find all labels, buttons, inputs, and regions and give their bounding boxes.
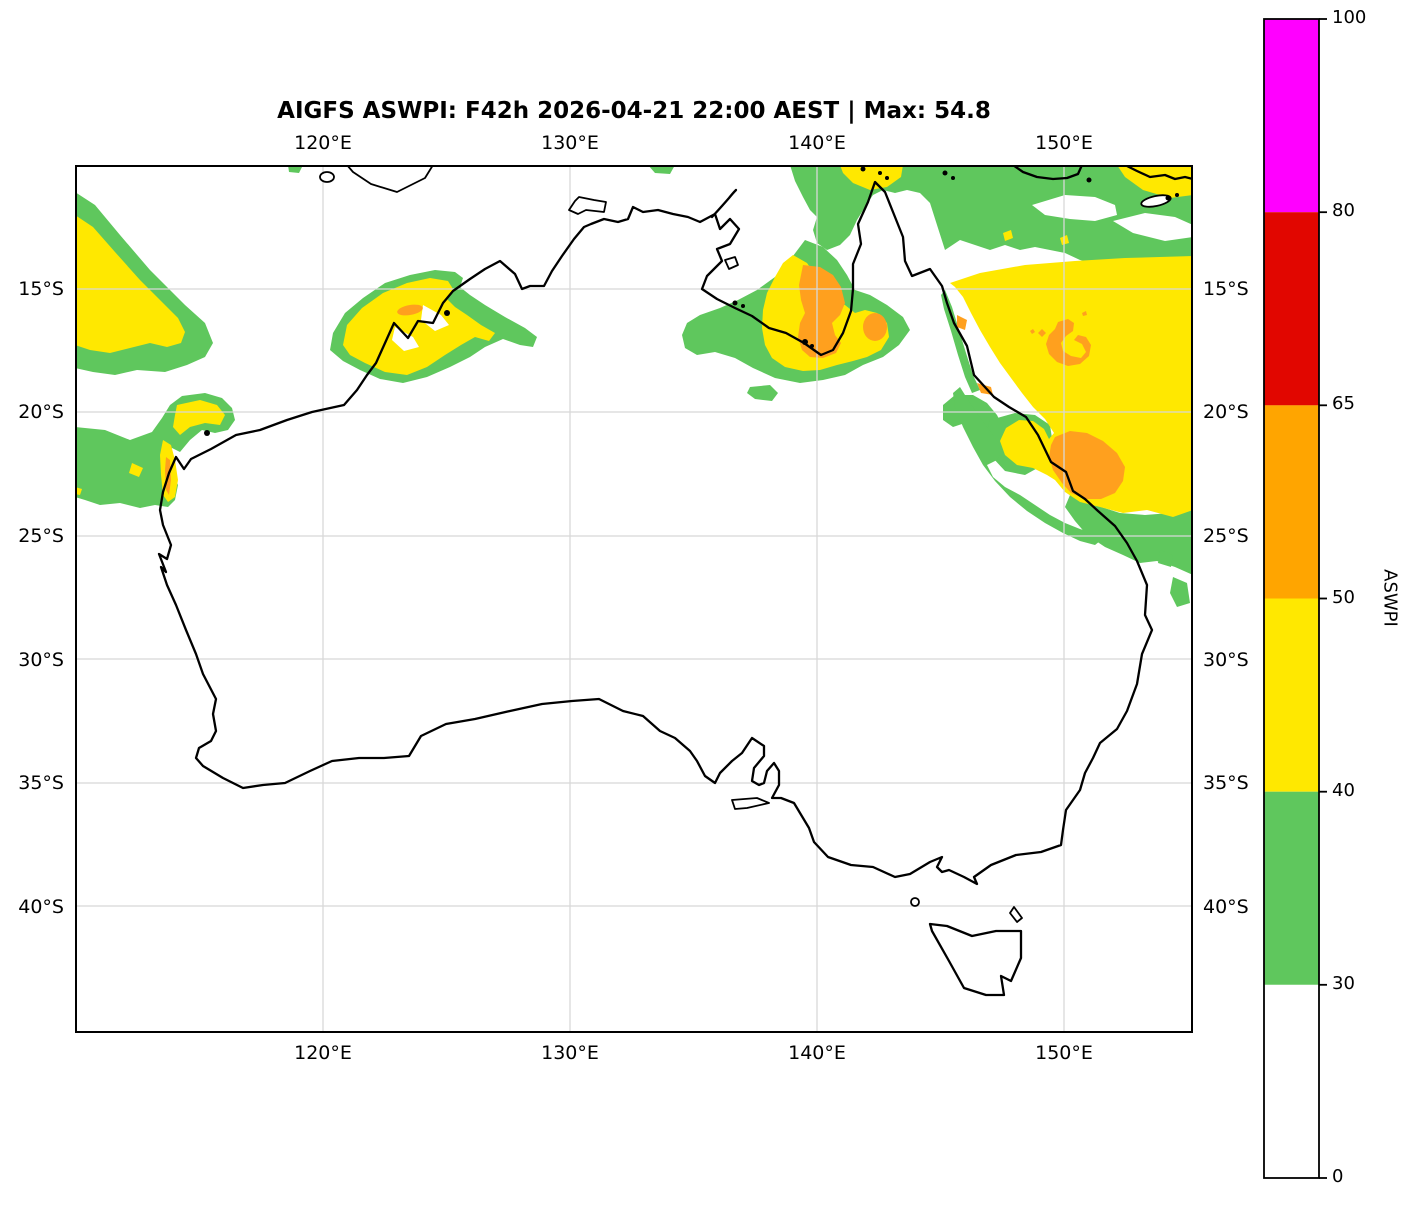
colorbar-segment-65-80 <box>1264 212 1319 406</box>
lat-tick-right-15s: 15°S <box>1203 278 1249 300</box>
lon-tick-top-130e: 130°E <box>541 132 599 154</box>
colorbar-tick-40: 40 <box>1332 780 1355 801</box>
lat-tick-left-30s: 30°S <box>18 649 64 671</box>
colorbar-tick-80: 80 <box>1332 200 1355 221</box>
island-dots <box>204 166 1179 436</box>
colorbar-segments <box>1264 19 1319 1178</box>
lat-tick-left-25s: 25°S <box>18 525 64 547</box>
map-plot-area <box>75 165 1193 1033</box>
lat-tick-left-40s: 40°S <box>18 896 64 918</box>
colorbar-tick-0: 0 <box>1332 1166 1344 1187</box>
lat-tick-right-25s: 25°S <box>1203 525 1249 547</box>
coastline-islands <box>319 165 1172 923</box>
lon-tick-top-150e: 150°E <box>1035 132 1093 154</box>
colorbar-tick-50: 50 <box>1332 587 1355 608</box>
colorbar-segment-50-65 <box>1264 405 1319 599</box>
colorbar-tick-30: 30 <box>1332 973 1355 994</box>
map-frame <box>75 165 1193 1033</box>
map-gridlines <box>75 165 1193 1033</box>
lon-tick-top-140e: 140°E <box>788 132 846 154</box>
contour-fill-orange-50-65 <box>165 265 1125 499</box>
lat-tick-right-35s: 35°S <box>1203 772 1249 794</box>
colorbar-segment-30-40 <box>1264 791 1319 985</box>
plot-title: AIGFS ASWPI: F42h 2026-04-21 22:00 AEST … <box>277 98 991 124</box>
colorbar-tick-65: 65 <box>1332 393 1355 414</box>
colorbar <box>1263 18 1327 1179</box>
coastline-australia <box>157 165 1193 997</box>
lon-tick-bottom-140e: 140°E <box>788 1042 846 1064</box>
colorbar-tick-100: 100 <box>1332 7 1367 28</box>
colorbar-frame <box>1263 18 1320 1179</box>
island-shapes <box>319 165 1172 923</box>
lat-tick-right-40s: 40°S <box>1203 896 1249 918</box>
lon-tick-bottom-130e: 130°E <box>541 1042 599 1064</box>
lat-tick-left-35s: 35°S <box>18 772 64 794</box>
contour-hole-white-band <box>1032 195 1193 241</box>
lat-tick-left-20s: 20°S <box>18 401 64 423</box>
lat-tick-right-30s: 30°S <box>1203 649 1249 671</box>
lon-tick-bottom-120e: 120°E <box>294 1042 352 1064</box>
colorbar-segment-80-100 <box>1264 19 1319 213</box>
colorbar-ticks <box>1319 18 1327 1179</box>
colorbar-segment-0-30 <box>1264 984 1319 1178</box>
lat-tick-left-15s: 15°S <box>18 278 64 300</box>
lon-tick-top-120e: 120°E <box>294 132 352 154</box>
lat-tick-right-20s: 20°S <box>1203 401 1249 423</box>
colorbar-axis-label: ASWPI <box>1379 569 1401 627</box>
lon-tick-bottom-150e: 150°E <box>1035 1042 1093 1064</box>
colorbar-segment-40-50 <box>1264 598 1319 792</box>
